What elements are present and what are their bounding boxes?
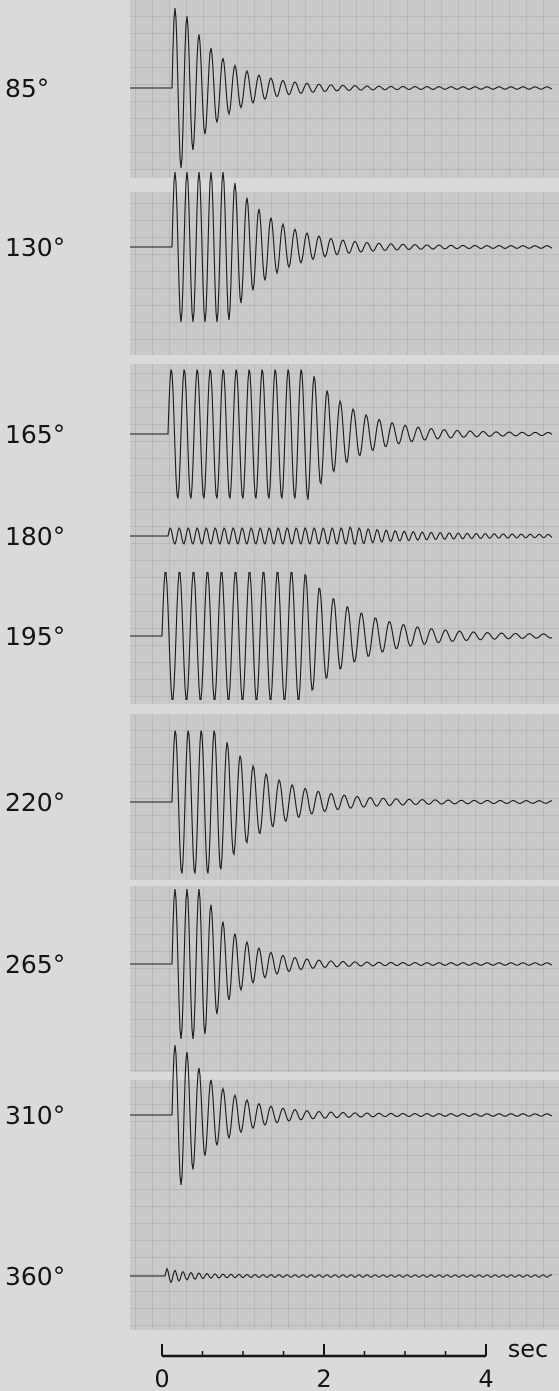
grid-panels	[130, 0, 559, 1330]
tick-label: 4	[478, 1365, 493, 1391]
panel-label: 265°	[5, 950, 65, 979]
panel-label: 220°	[5, 788, 65, 817]
panel-label: 360°	[5, 1262, 65, 1291]
axis-unit: sec	[508, 1335, 548, 1363]
grid-panel	[130, 1080, 559, 1330]
figure: 85° 130° 165° 180° 195° 220° 265° 310° 360° 0 2 4s…	[0, 0, 559, 1391]
grid-panel	[130, 714, 559, 880]
tick-label: 0	[154, 1365, 169, 1391]
grid-panel	[130, 886, 559, 1072]
panel-label: 310°	[5, 1101, 65, 1130]
panel-label: 195°	[5, 622, 65, 651]
panel-label: 165°	[5, 420, 65, 449]
grid-panel	[130, 192, 559, 355]
tick-label: 2	[316, 1365, 331, 1391]
panel-label: 130°	[5, 233, 65, 262]
panel-label: 180°	[5, 522, 65, 551]
panel-label: 85°	[5, 74, 49, 103]
